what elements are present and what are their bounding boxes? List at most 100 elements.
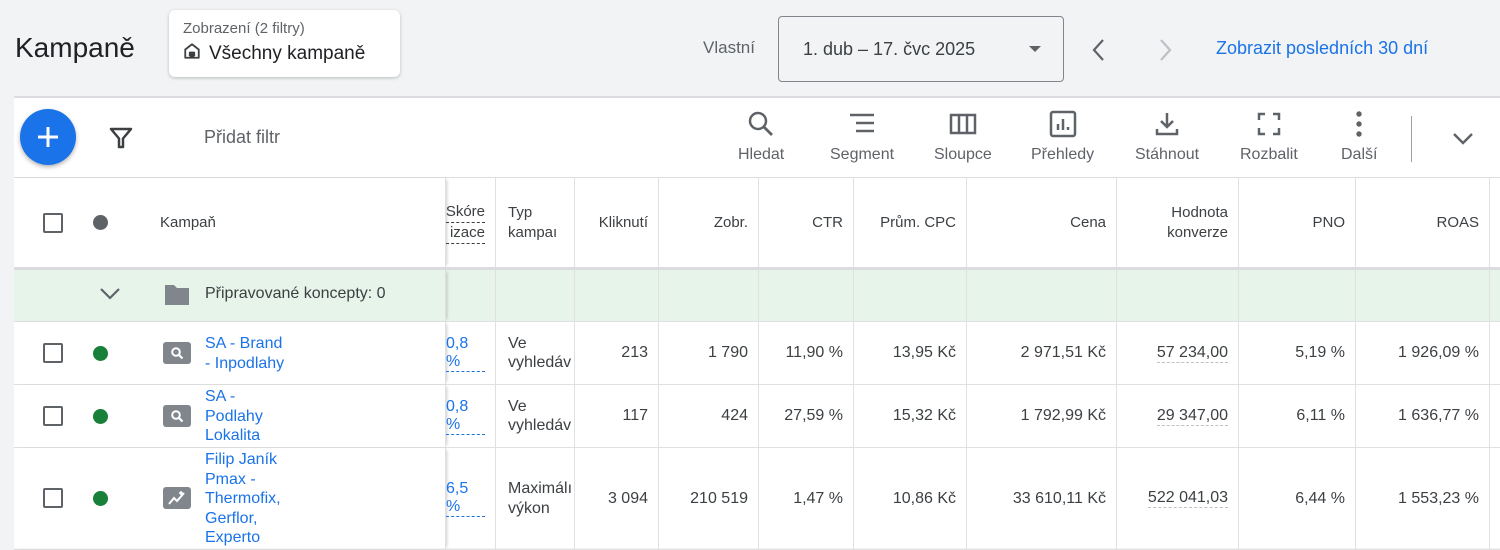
column-header-clicks[interactable]: Kliknutí <box>575 178 659 267</box>
optimization-score-cell: 0,8 % <box>446 322 496 384</box>
more-label: Další <box>1341 146 1378 163</box>
campaign-name-link[interactable]: Filip Janík Pmax - Thermofix, Gerflor, E… <box>205 451 281 546</box>
performance-max-icon <box>163 487 191 509</box>
expand-button[interactable]: Rozbalit <box>1240 110 1298 164</box>
campaign-name-link[interactable]: SA - Podlahy Lokalita <box>205 388 263 444</box>
filter-button[interactable] <box>109 126 133 155</box>
ctr-cell: 11,90 % <box>759 322 854 384</box>
optimization-score-link[interactable]: 0,8 % <box>446 398 485 435</box>
column-header-pno[interactable]: PNO <box>1239 178 1356 267</box>
column-header-cost[interactable]: Cena <box>967 178 1117 267</box>
column-header-ctr[interactable]: CTR <box>759 178 854 267</box>
status-header-icon <box>93 215 108 230</box>
segment-label: Segment <box>830 146 895 163</box>
row-checkbox[interactable] <box>43 488 63 508</box>
add-campaign-button[interactable] <box>20 109 76 165</box>
row-checkbox[interactable] <box>43 343 63 363</box>
date-range-value: 1. dub – 17. čvc 2025 <box>803 38 976 59</box>
impressions-cell: 210 519 <box>659 448 759 549</box>
download-button[interactable]: Stáhnout <box>1135 110 1199 164</box>
search-icon <box>748 111 774 136</box>
cost-cell: 33 610,11 Kč <box>967 448 1117 549</box>
optimization-score-cell: 6,5 % <box>446 448 496 549</box>
draft-group-row: Připravované koncepty: 0 <box>14 270 1500 322</box>
status-enabled-icon <box>93 491 108 506</box>
collapse-toolbar-button[interactable] <box>1451 128 1475 153</box>
filter-icon <box>109 127 133 149</box>
expand-label: Rozbalit <box>1240 146 1298 163</box>
conversion-value-cell: 29 347,00 <box>1117 385 1239 447</box>
toolbar-divider <box>1411 116 1412 162</box>
expand-group-button[interactable] <box>98 284 122 309</box>
status-enabled-icon <box>93 409 108 424</box>
roas-cell: 1 636,77 % <box>1356 385 1490 447</box>
avg-cpc-cell: 13,95 Kč <box>854 322 967 384</box>
column-header-avg-cpc[interactable]: Prům. CPC <box>854 178 967 267</box>
table-row: SA - Podlahy Lokalita 0,8 % Ve vyhledáv 1… <box>14 385 1500 448</box>
optimization-score-link[interactable]: 6,5 % <box>446 480 485 517</box>
clicks-cell: 117 <box>575 385 659 447</box>
pno-cell: 6,11 % <box>1239 385 1356 447</box>
roas-cell: 1 553,23 % <box>1356 448 1490 549</box>
plus-icon <box>38 127 58 147</box>
row-checkbox[interactable] <box>43 406 63 426</box>
view-subtitle: Zobrazení (2 filtry) <box>183 20 305 37</box>
next-period-button[interactable] <box>1153 36 1177 64</box>
status-enabled-icon <box>93 346 108 361</box>
ctr-cell: 1,47 % <box>759 448 854 549</box>
reports-icon <box>1049 110 1076 138</box>
expand-icon <box>1257 112 1281 136</box>
pno-cell: 6,44 % <box>1239 448 1356 549</box>
search-campaign-icon <box>163 405 191 427</box>
conversion-value-cell: 522 041,03 <box>1117 448 1239 549</box>
column-header-impressions[interactable]: Zobr. <box>659 178 759 267</box>
clicks-cell: 213 <box>575 322 659 384</box>
cost-cell: 2 971,51 Kč <box>967 322 1117 384</box>
add-filter-input[interactable]: Přidat filtr <box>204 127 281 147</box>
home-icon <box>183 42 201 66</box>
avg-cpc-cell: 10,86 Kč <box>854 448 967 549</box>
pno-cell: 5,19 % <box>1239 322 1356 384</box>
select-all-checkbox[interactable] <box>43 213 63 233</box>
chevron-down-icon <box>1453 133 1473 145</box>
column-header-roas[interactable]: ROAS <box>1356 178 1490 267</box>
columns-icon <box>949 113 977 135</box>
dropdown-caret-icon <box>1029 46 1041 52</box>
segment-button[interactable]: Segment <box>830 110 894 164</box>
top-bar: Kampaně Zobrazení (2 filtry) Všechny kam… <box>0 0 1500 96</box>
chevron-right-icon <box>1160 39 1172 61</box>
column-header-campaign-type[interactable]: Typ kampaı <box>496 178 575 267</box>
chevron-left-icon <box>1092 39 1104 61</box>
date-range-type: Vlastní <box>703 38 755 57</box>
previous-period-button[interactable] <box>1087 36 1111 64</box>
view-selector[interactable]: Zobrazení (2 filtry) Všechny kampaně <box>169 10 400 77</box>
table-row: Filip Janík Pmax - Thermofix, Gerflor, E… <box>14 448 1500 550</box>
columns-button[interactable]: Sloupce <box>934 110 992 164</box>
table-toolbar: Přidat filtr Hledat Segment Sloupce Přeh… <box>14 98 1500 178</box>
columns-label: Sloupce <box>934 146 992 163</box>
segment-icon <box>850 113 875 133</box>
download-label: Stáhnout <box>1135 146 1200 163</box>
column-header-optimization-score[interactable]: Skóre izace <box>446 178 496 267</box>
column-header-campaign[interactable]: Kampaň <box>160 214 216 231</box>
impressions-cell: 1 790 <box>659 322 759 384</box>
column-header-conversion-value[interactable]: Hodnota konverze <box>1117 178 1239 267</box>
conversion-value-cell: 57 234,00 <box>1117 322 1239 384</box>
download-icon <box>1155 113 1179 136</box>
campaign-name-link[interactable]: SA - Brand - Inpodlahy <box>205 335 285 372</box>
page-title: Kampaně <box>15 32 135 63</box>
show-last-30-days-link[interactable]: Zobrazit posledních 30 dní <box>1216 38 1429 58</box>
campaign-type-cell: Ve vyhledáv <box>496 385 575 447</box>
reports-button[interactable]: Přehledy <box>1031 110 1094 164</box>
chevron-down-icon <box>100 288 120 300</box>
table-row: SA - Brand - Inpodlahy 0,8 % Ve vyhledáv … <box>14 322 1500 385</box>
roas-cell: 1 926,09 % <box>1356 322 1490 384</box>
campaign-type-cell: Ve vyhledáv <box>496 322 575 384</box>
more-button[interactable]: Další <box>1341 110 1377 164</box>
search-campaign-icon <box>163 342 191 364</box>
date-range-picker[interactable]: 1. dub – 17. čvc 2025 <box>778 16 1064 82</box>
optimization-score-link[interactable]: 0,8 % <box>446 335 485 372</box>
search-button[interactable]: Hledat <box>738 110 784 164</box>
avg-cpc-cell: 15,32 Kč <box>854 385 967 447</box>
more-vert-icon <box>1356 111 1362 137</box>
